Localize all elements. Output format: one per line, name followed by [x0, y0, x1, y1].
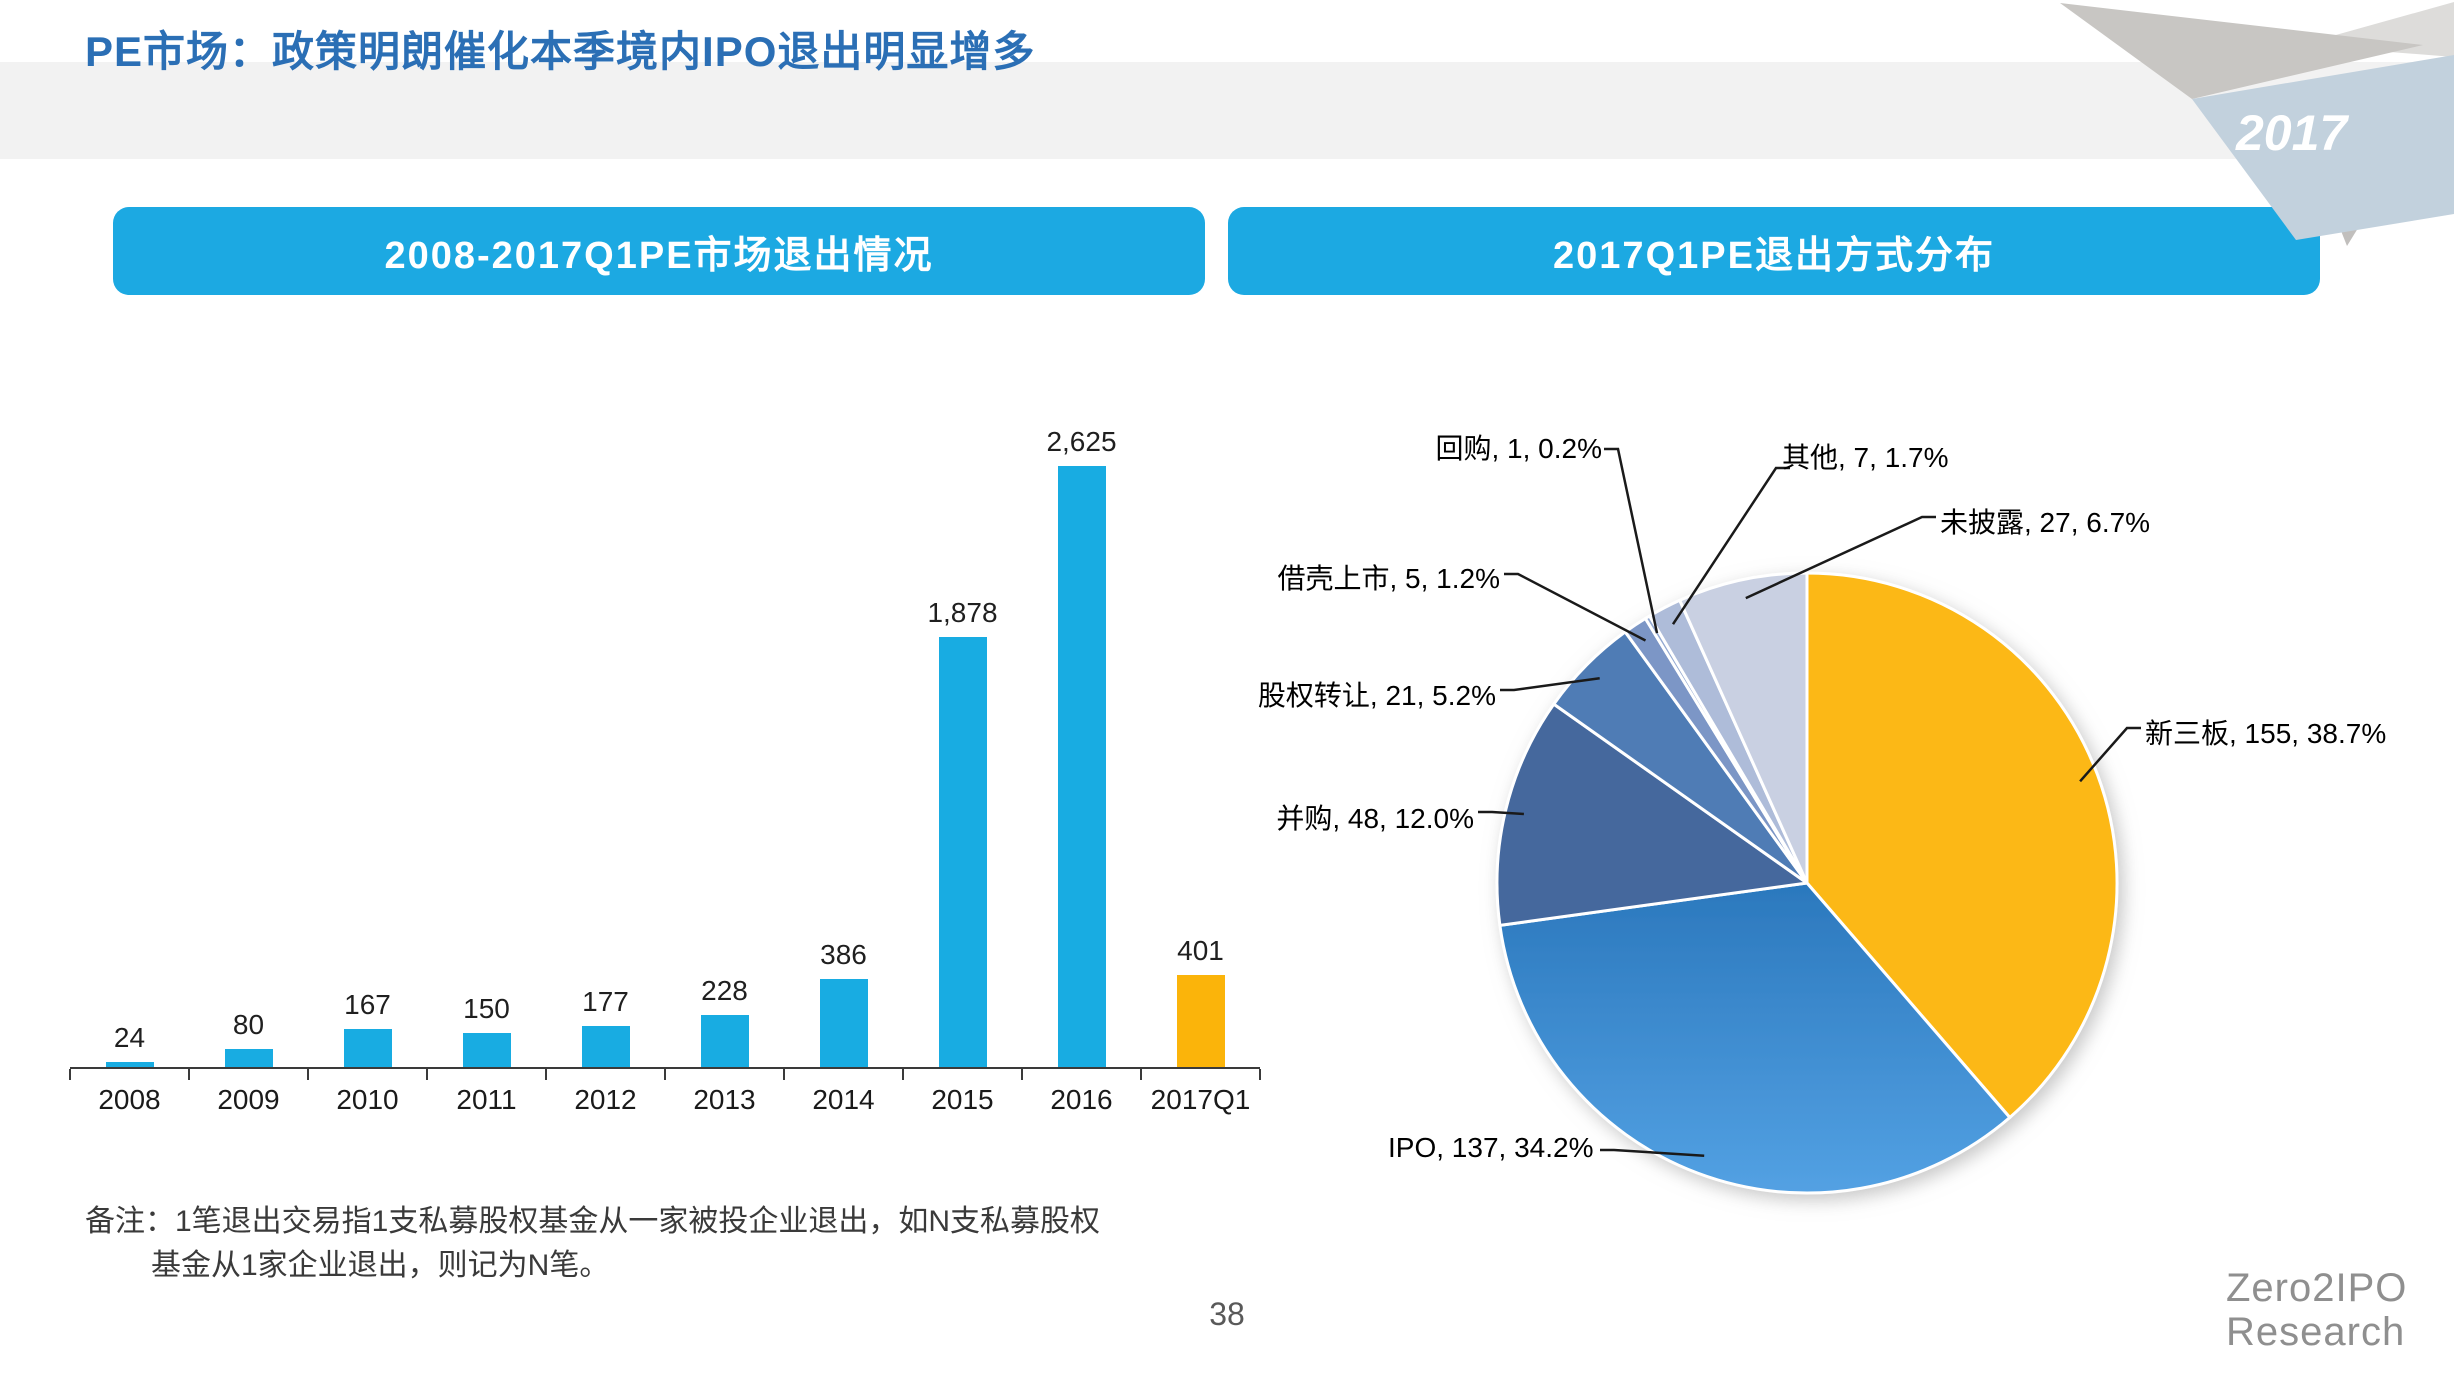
axis-tick [545, 1069, 547, 1080]
bar [1057, 466, 1106, 1067]
bar-category-2015: 2015 [931, 1084, 994, 1115]
pie-leader-IPO [1600, 1148, 1705, 1157]
bar-value-label: 228 [701, 974, 748, 1006]
pie-leader-其他 [1671, 466, 1790, 625]
bar [938, 637, 987, 1067]
axis-tick [1021, 1069, 1023, 1080]
pie-leader-并购 [1478, 810, 1524, 816]
page-title: PE市场：政策明朗催化本季境内IPO退出明显增多 [85, 28, 1036, 75]
bar-column-2008: 24 [70, 380, 189, 1067]
bar-category-2012: 2012 [574, 1084, 637, 1115]
bar [343, 1028, 392, 1067]
bar-chart: 24 80 167 150 177 228 386 1,878 2,625 401 [70, 380, 1260, 1067]
bar-column-2012: 177 [546, 380, 665, 1067]
bar [105, 1061, 154, 1067]
pie-label-并购: 并购, 48, 12.0% [1276, 803, 1474, 834]
bar [581, 1026, 630, 1067]
bar-category-labels: 2008 2009 2010 2011 2012 2013 2014 2015 2016 2017… [70, 1084, 1260, 1116]
bar-value-label: 177 [582, 986, 629, 1018]
title-band [0, 62, 2454, 159]
year-badge: 2017 [2235, 105, 2349, 161]
bar-category-2013: 2013 [693, 1084, 756, 1115]
bar-category-2008: 2008 [98, 1084, 161, 1115]
pie-slice-IPO [1498, 881, 2012, 1195]
axis-tick [426, 1069, 428, 1080]
pie-label-其他: 其他, 7, 1.7% [1782, 442, 1949, 473]
bar-category-2016: 2016 [1050, 1084, 1113, 1115]
bar-column-2014: 386 [784, 380, 903, 1067]
pie-leader-新三板 [2079, 726, 2141, 783]
pie-leader-借壳上市 [1504, 572, 1647, 642]
page-number: 38 [1209, 1296, 1245, 1332]
axis-tick [1140, 1069, 1142, 1080]
pie-label-借壳上市: 借壳上市, 5, 1.2% [1277, 563, 1500, 594]
axis-tick [902, 1069, 904, 1080]
pie-label-IPO: IPO, 137, 34.2% [1388, 1132, 1594, 1163]
bar-value-label: 386 [820, 938, 867, 970]
pie-slice-并购 [1495, 702, 1809, 927]
bar [224, 1048, 273, 1067]
axis-tick [664, 1069, 666, 1080]
pie-slice-新三板 [1805, 571, 2119, 1119]
bar [819, 978, 868, 1067]
bar [1176, 975, 1225, 1067]
axis-tick [69, 1069, 71, 1080]
bar-category-2010: 2010 [336, 1084, 399, 1115]
footnote-line-2: 基金从1家企业退出，则记为N笔。 [151, 1249, 610, 1282]
axis-tick [1259, 1069, 1261, 1080]
pie-chart-header: 2017Q1PE退出方式分布 [1228, 207, 2320, 295]
bar-value-label: 24 [113, 1021, 146, 1053]
bar-column-2016: 2,625 [1022, 380, 1141, 1067]
logo-line-2: Research [2226, 1310, 2406, 1354]
bar-value-label: 1,878 [927, 597, 998, 629]
footnote: 备注：1笔退出交易指1支私募股权基金从一家被投企业退出，如N支私募股权 基金从1… [85, 1200, 1100, 1288]
bar-column-2009: 80 [189, 380, 308, 1067]
bar-category-2009: 2009 [217, 1084, 280, 1115]
axis-tick [307, 1069, 309, 1080]
bar-value-label: 167 [344, 988, 391, 1020]
bar-x-axis [70, 1067, 1260, 1069]
bar-value-label: 401 [1177, 935, 1224, 967]
pie-leader-回购 [1604, 447, 1659, 634]
pie-slice-未披露 [1678, 571, 1809, 885]
bar-value-label: 2,625 [1046, 426, 1117, 457]
axis-tick [188, 1069, 190, 1080]
pie-label-回购: 回购, 1, 0.2% [1435, 433, 1602, 464]
bar-category-2014: 2014 [812, 1084, 875, 1115]
footnote-line-1: 备注：1笔退出交易指1支私募股权基金从一家被投企业退出，如N支私募股权 [85, 1205, 1101, 1238]
bar [462, 1032, 511, 1067]
bar-value-label: 80 [232, 1008, 265, 1040]
zero2ipo-logo: Zero2IPO Research [2226, 1266, 2407, 1354]
pie-label-未披露: 未披露, 27, 6.7% [1940, 507, 2151, 538]
bar-chart-header: 2008-2017Q1PE市场退出情况 [113, 207, 1205, 295]
pie-label-股权转让: 股权转让, 21, 5.2% [1257, 680, 1496, 711]
pie-leader-未披露 [1745, 515, 1936, 600]
bar-value-label: 150 [463, 992, 510, 1024]
deco-triangle-blue [2192, 55, 2454, 240]
corner-decoration: 2017 [2060, 2, 2454, 246]
bar-column-2011: 150 [427, 380, 546, 1067]
bar-column-2015: 1,878 [903, 380, 1022, 1067]
bar-column-2010: 167 [308, 380, 427, 1067]
bar [700, 1014, 749, 1067]
bar-column-2013: 228 [665, 380, 784, 1067]
bar-column-2017Q1: 401 [1141, 380, 1260, 1067]
bar-category-2017Q1: 2017Q1 [1150, 1084, 1251, 1115]
pie-leader-股权转让 [1500, 676, 1600, 692]
logo-line-1: Zero2IPO [2226, 1266, 2408, 1310]
deco-triangle-gray [2060, 3, 2423, 99]
pie-chart [1478, 447, 2141, 1195]
axis-tick [783, 1069, 785, 1080]
bar-category-2011: 2011 [456, 1084, 517, 1115]
bar-columns: 24 80 167 150 177 228 386 1,878 2,625 401 [70, 380, 1260, 1067]
pie-label-新三板: 新三板, 155, 38.7% [2145, 718, 2387, 749]
